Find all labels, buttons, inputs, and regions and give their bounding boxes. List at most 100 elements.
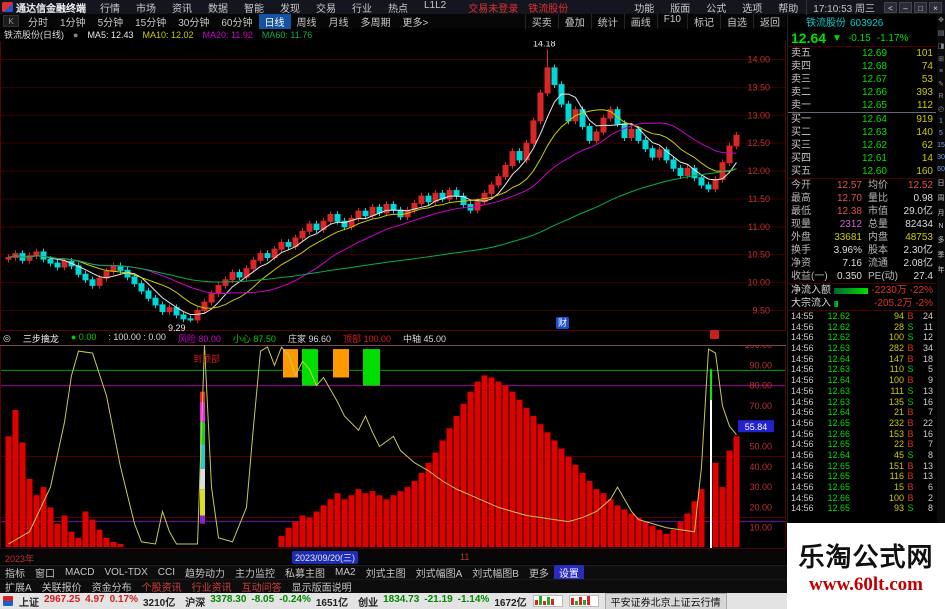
- tick-row[interactable]: 14:56 12.63 135 S 16: [788, 397, 936, 408]
- menu-item-选项[interactable]: 选项: [742, 3, 763, 15]
- tab-窗口[interactable]: 窗口: [35, 569, 55, 580]
- market-status-icon[interactable]: [3, 596, 13, 606]
- tick-row[interactable]: 14:56 12.63 110 S 5: [788, 364, 936, 375]
- strip-period-N[interactable]: N: [938, 223, 944, 230]
- tool-自选[interactable]: 自选: [720, 13, 753, 29]
- strip-icon-7[interactable]: ◴: [937, 106, 945, 113]
- tick-row[interactable]: 14:56 12.64 100 B 9: [788, 375, 936, 386]
- strip-icon-6[interactable]: R: [938, 93, 944, 100]
- tab-主力监控[interactable]: 主力监控: [235, 569, 276, 580]
- menu-item-数据[interactable]: 数据: [208, 3, 228, 15]
- strip-icon-4[interactable]: ≡: [938, 68, 944, 75]
- chart-area[interactable]: 14.00 13.50 13.00 12.50 12.00 11.50 11.00 10.50…: [0, 0, 786, 609]
- tick-row[interactable]: 14:56 12.63 111 S 13: [788, 386, 936, 397]
- menu-item-行业[interactable]: 行业: [352, 3, 372, 15]
- period-更多>[interactable]: 更多>: [402, 17, 429, 29]
- menu-item-热点[interactable]: 热点: [388, 3, 408, 15]
- login-status[interactable]: 交易未登录 铁流股份: [468, 3, 569, 15]
- period-月线[interactable]: 月线: [328, 17, 349, 29]
- strip-period-年[interactable]: 年: [937, 267, 945, 274]
- menu-item-功能[interactable]: 功能: [634, 3, 655, 15]
- period-多周期[interactable]: 多周期: [360, 17, 391, 29]
- strip-period-5[interactable]: 5: [939, 130, 943, 137]
- window-button-2[interactable]: □: [914, 1, 927, 13]
- tab-MACD[interactable]: MACD: [65, 567, 95, 578]
- tab-指标[interactable]: 指标: [5, 569, 25, 580]
- tick-row[interactable]: 14:56 12.63 282 B 34: [788, 343, 936, 354]
- menu-item-L1L2[interactable]: L1L2: [424, 0, 447, 11]
- tool-F10[interactable]: F10: [656, 13, 687, 29]
- strip-icon-3[interactable]: ⊞: [938, 56, 944, 63]
- strip-period-60[interactable]: 60: [937, 166, 945, 173]
- tick-row[interactable]: 14:56 12.64 45 S 8: [788, 450, 936, 461]
- tab-刘式主图[interactable]: 刘式主图: [365, 569, 406, 580]
- strip-period-15[interactable]: 15: [937, 142, 945, 149]
- cai-badge[interactable]: 财: [556, 317, 569, 329]
- menu-item-市场[interactable]: 市场: [136, 3, 156, 15]
- menu-item-行情[interactable]: 行情: [100, 3, 120, 15]
- strip-icon-5[interactable]: ✎: [938, 81, 944, 88]
- period-分时[interactable]: 分时: [28, 17, 48, 29]
- menu-item-发现[interactable]: 发现: [280, 3, 300, 15]
- strip-icon-0[interactable]: ✥: [938, 17, 944, 24]
- tick-row[interactable]: 14:56 12.65 116 B 13: [788, 471, 936, 482]
- tab-更多[interactable]: 更多: [528, 569, 549, 580]
- tick-row[interactable]: 14:56 12.64 147 B 18: [788, 354, 936, 365]
- tool-标记[interactable]: 标记: [687, 13, 720, 29]
- tab-设置[interactable]: 设置: [553, 565, 584, 580]
- tab-行业资讯[interactable]: 行业资讯: [191, 583, 232, 594]
- menu-item-帮助[interactable]: 帮助: [778, 3, 799, 15]
- period-日线[interactable]: 日线: [258, 13, 291, 29]
- tick-row[interactable]: 14:56 12.66 153 B 16: [788, 429, 936, 440]
- tick-row[interactable]: 14:56 12.65 22 B 7: [788, 439, 936, 450]
- tick-row[interactable]: 14:56 12.65 93 S 8: [788, 503, 936, 514]
- period-5分钟[interactable]: 5分钟: [97, 17, 124, 29]
- strip-icon-2[interactable]: ◨: [937, 43, 945, 50]
- indicator-name[interactable]: 三步擒龙: [22, 333, 59, 344]
- period-15分钟[interactable]: 15分钟: [135, 17, 167, 29]
- broker-connection[interactable]: 平安证券北京上证云行情: [604, 592, 727, 609]
- tool-叠加[interactable]: 叠加: [557, 13, 591, 29]
- tab-互动问答[interactable]: 互动问答: [241, 583, 282, 594]
- strip-period-季[interactable]: 季: [937, 252, 945, 259]
- tool-统计[interactable]: 统计: [590, 13, 624, 29]
- tick-row[interactable]: 14:56 12.62 100 S 12: [788, 332, 936, 343]
- menu-item-智能[interactable]: 智能: [244, 3, 264, 15]
- tab-扩展A[interactable]: 扩展A: [5, 583, 32, 594]
- loop-icon[interactable]: ●: [73, 29, 79, 40]
- strip-period-1[interactable]: 1: [939, 118, 943, 125]
- menu-item-资讯[interactable]: 资讯: [172, 3, 192, 15]
- tick-row[interactable]: 14:56 12.65 232 B 22: [788, 418, 936, 429]
- tab-关联报价[interactable]: 关联报价: [41, 583, 82, 594]
- tab-刘式幅图B[interactable]: 刘式幅图B: [472, 569, 519, 580]
- tab-资金分布[interactable]: 资金分布: [91, 583, 132, 594]
- tab-MA2[interactable]: MA2: [335, 567, 356, 578]
- kline-type-icon[interactable]: K: [3, 15, 19, 27]
- mini-chart-sh[interactable]: [532, 595, 563, 607]
- tick-row[interactable]: 14:55 12.62 94 B 24: [788, 311, 936, 322]
- window-button-1[interactable]: –: [899, 1, 912, 13]
- menu-item-公式[interactable]: 公式: [706, 3, 727, 15]
- tab-CCI[interactable]: CCI: [157, 567, 176, 578]
- menu-item-交易[interactable]: 交易: [316, 3, 336, 15]
- tool-买卖[interactable]: 买卖: [524, 13, 558, 29]
- tool-返回[interactable]: 返回: [753, 13, 786, 29]
- tick-row[interactable]: 14:56 12.66 100 B 2: [788, 493, 936, 504]
- tool-画线[interactable]: 画线: [623, 13, 657, 29]
- strip-period-30[interactable]: 30: [937, 154, 945, 161]
- tab-私募主图[interactable]: 私募主图: [285, 569, 326, 580]
- tick-row[interactable]: 14:56 12.65 151 B 13: [788, 461, 936, 472]
- window-button-0[interactable]: <: [884, 1, 897, 13]
- period-30分钟[interactable]: 30分钟: [178, 17, 210, 29]
- period-1分钟[interactable]: 1分钟: [60, 17, 86, 29]
- tab-趋势动力[interactable]: 趋势动力: [185, 569, 226, 580]
- index-创业[interactable]: 创业 1834.73 -21.19 -1.14% 1672亿: [358, 594, 526, 609]
- window-button-3[interactable]: ×: [929, 1, 942, 13]
- mini-chart-sz[interactable]: [568, 595, 599, 607]
- period-60分钟[interactable]: 60分钟: [221, 17, 253, 29]
- menu-item-版面[interactable]: 版面: [670, 3, 691, 15]
- strip-period-日[interactable]: 日: [937, 180, 945, 187]
- index-沪深[interactable]: 沪深 3378.30 -8.05 -0.24% 1651亿: [185, 594, 348, 609]
- tab-刘式幅图A[interactable]: 刘式幅图A: [415, 569, 463, 580]
- index-上证[interactable]: 上证 2967.25 4.97 0.17% 3210亿: [19, 594, 175, 609]
